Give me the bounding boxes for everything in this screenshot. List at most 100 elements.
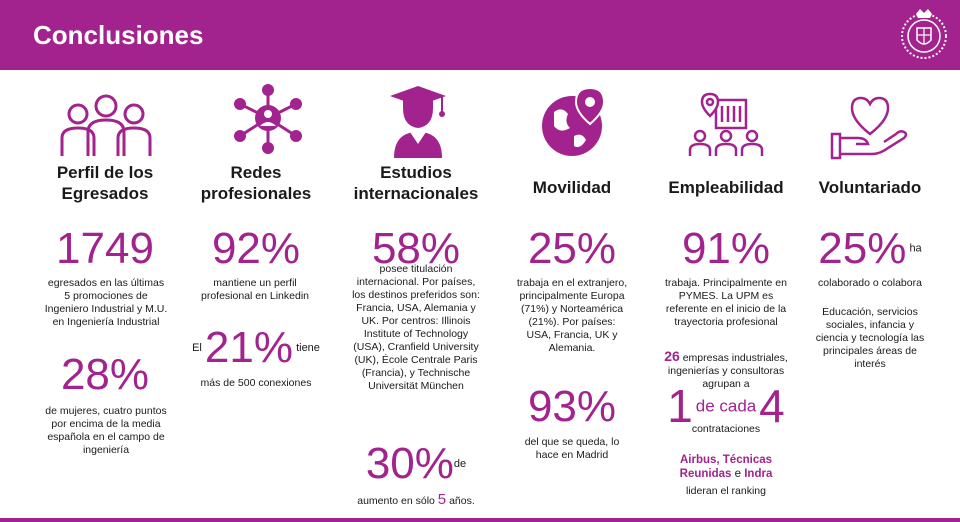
empleabilidad-title: Empleabilidad [668, 178, 784, 197]
text-part: empresas industriales, [682, 352, 788, 364]
movilidad-stat-93: 93% [527, 382, 617, 431]
movilidad-stat2-text: del que se queda, lo hace en Madrid [498, 436, 646, 462]
text-line: Educación, servicios [822, 306, 918, 318]
text-line: agrupan a [702, 378, 750, 390]
redes-stat2-line: El 21% tiene [176, 326, 336, 370]
text-line: los destinos preferidos son: [352, 289, 480, 301]
estudios-stat2-text: aumento en sólo 5 años. [334, 491, 498, 508]
text-line: 5 promociones de [64, 290, 148, 302]
contrataciones-text: contrataciones [691, 423, 761, 435]
estudios-stat1-text: posee titulación internacional. Por país… [334, 263, 498, 393]
text-part: años. [449, 495, 475, 507]
text-line: egresados en las últimas [47, 277, 165, 289]
estudios-stat-30: 30% [365, 439, 454, 488]
bottom-divider [0, 518, 960, 522]
companies-text: Airbus, Técnicas Reunidas e Indra [640, 453, 812, 481]
text-part: Reunidas [679, 468, 732, 480]
text-line: Francia, USA, Alemania y [356, 302, 476, 314]
redes-stat-92: 92% [211, 224, 301, 273]
text-line: Alemania. [548, 342, 596, 354]
text-line: principales áreas de [823, 345, 917, 357]
perfil-stat-28: 28% [60, 350, 150, 399]
text-line: mantiene un perfil [213, 277, 297, 289]
perfil-title-line1: Perfil de los [56, 163, 154, 182]
voluntariado-text2: Educación, servicios sociales, infancia … [786, 306, 954, 371]
lideran-text: lideran el ranking [686, 485, 766, 497]
text-line: sociales, infancia y [825, 319, 915, 331]
text-line: de mujeres, cuatro puntos [45, 405, 167, 417]
employees-building-icon [688, 92, 764, 156]
perfil-stat1-text: egresados en las últimas 5 promociones d… [28, 277, 184, 329]
perfil-stat-1749: 1749 [56, 224, 154, 273]
text-line: posee titulación [379, 263, 453, 275]
text-part: Indra [744, 468, 773, 480]
text-line: PYMES. La UPM es [678, 290, 774, 302]
text-line: ingeniería [82, 444, 130, 456]
text-part: aumento en sólo [357, 495, 435, 507]
text-line: profesional en Linkedin [201, 290, 309, 302]
estudios-title-line2: internacionales [353, 184, 479, 203]
one-in-four: 1 de cada 4 [640, 383, 812, 429]
perfil-title-line2: Egresados [61, 184, 149, 203]
number-1: 1 [667, 380, 693, 432]
voluntariado-text1: colaborado o colabora [818, 277, 922, 289]
redes-stat-21: 21% [204, 323, 293, 372]
redes-tiene-text: tiene [296, 341, 320, 354]
text-line: internacional. Por países, [356, 276, 476, 288]
text-line: principalmente Europa [519, 290, 625, 302]
graduate-cap-icon [390, 86, 446, 158]
text-line: (UK), École Centrale Paris [354, 354, 478, 366]
ha-text: ha [909, 242, 922, 255]
text-line: trabaja en el extranjero, [516, 277, 628, 289]
voluntariado-title: Voluntariado [818, 178, 922, 197]
text-line: USA, Francia, UK y [526, 329, 618, 341]
text-part: e [734, 468, 742, 480]
redes-title-line2: profesionales [200, 184, 312, 203]
text-line: por encima de la media [51, 418, 161, 430]
text-line: Reunidas e Indra [640, 467, 812, 481]
redes-stat2-text: más de 500 conexiones [200, 377, 312, 389]
text-line: española en el campo de [47, 431, 165, 443]
page-title: Conclusiones [33, 20, 204, 50]
text-line: del que se queda, lo [524, 436, 620, 448]
estudios-stat2-line: 30%de [334, 442, 498, 486]
empleabilidad-stat1-text: trabaja. Principalmente en PYMES. La UPM… [640, 277, 812, 329]
movilidad-title: Movilidad [532, 178, 612, 197]
globe-location-icon [542, 86, 606, 156]
movilidad-stat1-text: trabaja en el extranjero, principalmente… [498, 277, 646, 355]
movilidad-stat-25: 25% [527, 224, 617, 273]
text-line: Universität München [368, 380, 464, 392]
text-line: interés [854, 358, 886, 370]
text-line: referente en el inicio de la [665, 303, 787, 315]
text-line: (21%). Por países: [528, 316, 616, 328]
text-line: en Ingeniería Industrial [52, 316, 160, 328]
text-line: Ingeniero Industrial y M.U. [44, 303, 168, 315]
university-crest-icon [901, 9, 947, 59]
text-line: hace en Madrid [535, 449, 609, 461]
text-highlight: 5 [437, 491, 447, 508]
text-line: Institute of Technology [363, 328, 469, 340]
estudios-stat-58: 58% [371, 224, 461, 273]
estudios-title-line1: Estudios [380, 163, 452, 182]
text-line: (71%) y Norteamérica [520, 303, 624, 315]
estudios-title: Estudios internacionales [340, 162, 492, 204]
empleabilidad-26-text: 26 empresas industriales, ingenierías y … [640, 348, 812, 391]
perfil-stat2-text: de mujeres, cuatro puntos por encima de … [28, 405, 184, 457]
number-4: 4 [759, 380, 785, 432]
network-icon [234, 84, 302, 154]
estudios-de-text: de [453, 457, 467, 470]
text-line: Airbus, Técnicas [679, 454, 773, 466]
redes-title: Redes profesionales [186, 162, 326, 204]
text-line: trabaja. Principalmente en [665, 277, 787, 289]
de-cada-text: de cada [695, 396, 757, 416]
heart-hand-icon [830, 96, 908, 160]
graduates-group-icon [60, 94, 152, 156]
text-line: (USA), Cranfield University [353, 341, 479, 353]
text-line: (Francia), y Technische [361, 367, 471, 379]
text-line: ingenierías y consultoras [667, 365, 785, 377]
text-line: trayectoria profesional [674, 316, 778, 328]
number-26: 26 [664, 348, 680, 364]
text-line: UK. Por centros: Illinois [361, 315, 471, 327]
voluntariado-stat-line: 25% ha [790, 226, 950, 272]
redes-title-line1: Redes [230, 163, 282, 182]
